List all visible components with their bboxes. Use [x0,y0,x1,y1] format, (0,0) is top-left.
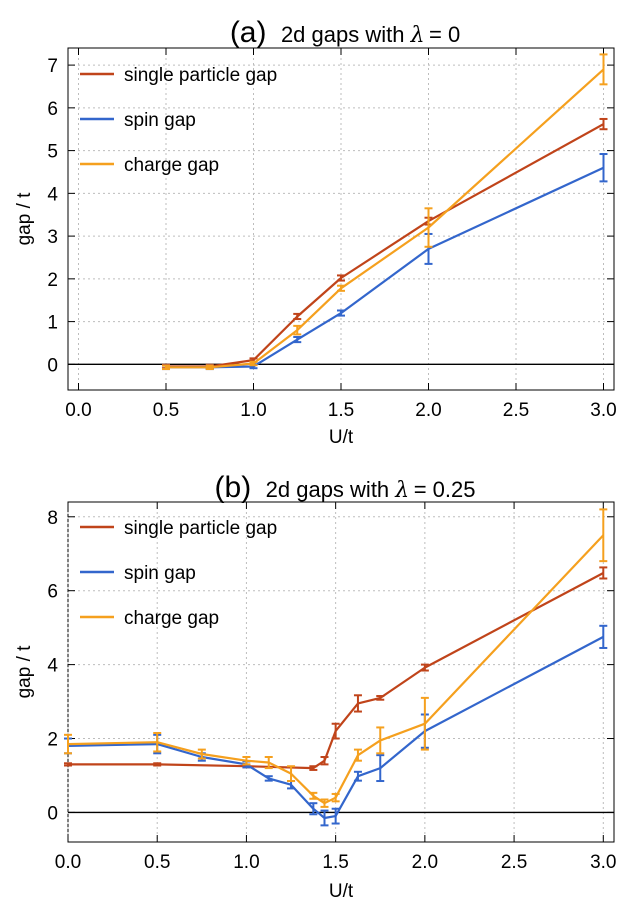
chart-a-title: (a) 2d gaps with λ = 0 [230,16,460,49]
chart-a-series-line [166,166,604,369]
chart-a-legend-label: spin gap [124,110,196,131]
chart-a-series-2 [162,53,608,371]
chart-a-y-tick-label: 7 [47,56,58,77]
chart-a-title-prefix: (a) [230,16,267,49]
chart-b-x-tick-label: 0.0 [55,852,81,873]
chart-b-y-tick-label: 6 [47,582,58,603]
chart-b-legend-label: charge gap [124,608,219,629]
chart-a-y-tick-label: 6 [47,99,58,120]
chart-b-series [64,508,608,827]
chart-b-y-tick-label: 0 [47,803,58,824]
chart-b-title-text: 2d gaps with [266,477,396,502]
chart-a-x-tick-label: 3.0 [590,400,616,421]
chart-b: (b) 2d gaps with λ = 0.25 0.0 0.5 1.0 1.5 2.… [14,471,617,902]
chart-a-x-tick-label: 0.5 [153,400,179,421]
chart-a-legend: single particle gap spin gap charge gap [80,65,277,176]
chart-b-x-tick-label: 3.0 [590,852,616,873]
chart-a-x-tick-label: 2.5 [503,400,529,421]
chart-b-title-prefix: (b) [215,471,252,504]
chart-b-gridlines [67,502,614,842]
chart-a-y-tick-label: 0 [47,355,58,376]
chart-a-y-tick-label: 4 [47,184,58,205]
chart-a: (a) 2d gaps with λ = 0 0.0 0.5 1.0 1.5 2.0 2.… [14,16,617,448]
chart-b-y-tick-labels: 0 2 4 6 8 [47,508,58,825]
chart-a-y-tick-label: 3 [47,227,58,248]
chart-a-x-tick-label: 0.0 [65,400,91,421]
chart-a-title-suffix: = 0 [429,22,460,47]
chart-a-series [162,53,608,371]
chart-b-title-symbol: λ [394,478,409,503]
chart-b-x-tick-labels: 0.0 0.5 1.0 1.5 2.0 2.5 3.0 [55,852,617,873]
chart-a-y-axis-label: gap / t [14,192,35,246]
chart-b-ticks [67,502,614,842]
chart-b-title-suffix: = 0.25 [414,477,476,502]
chart-a-series-line [166,68,605,369]
chart-b-x-axis-label: U/t [329,881,354,902]
chart-b-legend: single particle gap spin gap charge gap [80,518,277,629]
chart-b-series-0 [64,566,608,771]
chart-a-legend-label: single particle gap [124,65,277,86]
chart-b-legend-label: single particle gap [124,518,277,539]
chart-a-title-symbol: λ [410,23,425,48]
chart-b-x-tick-label: 2.0 [412,852,438,873]
chart-a-x-tick-label: 1.5 [328,400,354,421]
chart-b-y-tick-label: 2 [47,730,58,751]
chart-a-y-tick-label: 5 [47,142,58,163]
chart-a-x-tick-label: 2.0 [415,400,441,421]
chart-a-title-text: 2d gaps with [281,22,411,47]
chart-a-y-tick-label: 2 [47,270,58,291]
chart-a-series-0 [162,117,608,370]
chart-b-y-axis-label: gap / t [14,645,35,699]
chart-a-series-line [166,123,605,368]
chart-b-x-tick-label: 0.5 [144,852,170,873]
chart-a-series-1 [162,153,608,371]
chart-a-y-tick-labels: 0 1 2 3 4 5 6 7 [47,56,58,376]
chart-b-x-tick-label: 1.5 [322,852,348,873]
chart-b-legend-label: spin gap [124,563,196,584]
chart-a-x-tick-label: 1.0 [240,400,266,421]
chart-b-x-tick-label: 2.5 [501,852,527,873]
chart-b-series-line [68,572,604,770]
chart-a-x-tick-labels: 0.0 0.5 1.0 1.5 2.0 2.5 3.0 [65,400,616,421]
chart-a-y-tick-label: 1 [47,313,58,334]
chart-a-legend-label: charge gap [124,155,219,176]
chart-a-x-axis-label: U/t [329,427,354,448]
chart-b-plot-frame [67,501,615,843]
chart-b-y-tick-label: 4 [47,656,58,677]
chart-b-title: (b) 2d gaps with λ = 0.25 [215,471,476,504]
chart-b-y-tick-label: 8 [47,508,58,529]
chart-b-series-2 [64,508,608,808]
chart-a-gridlines [68,48,614,390]
chart-b-x-tick-label: 1.0 [233,852,259,873]
